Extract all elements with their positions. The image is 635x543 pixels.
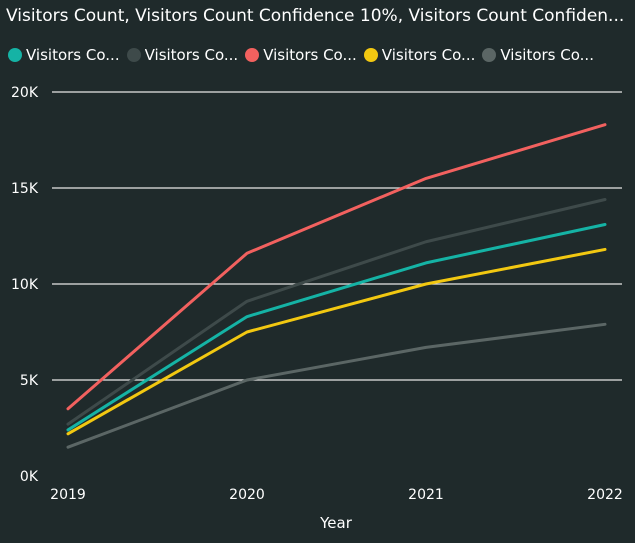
legend-item[interactable]: Visitors Co... <box>245 46 357 64</box>
y-tick-label: 10K <box>11 277 39 293</box>
series-line[interactable] <box>66 123 607 411</box>
legend-item[interactable]: Visitors Co... <box>482 46 594 64</box>
legend-marker-icon <box>363 48 378 62</box>
x-tick-label: 2022 <box>587 487 623 503</box>
legend-item[interactable]: Visitors Co... <box>126 46 238 64</box>
y-axis-ticks: 0K 5K 10K 15K 20K <box>11 85 39 485</box>
legend-marker-icon <box>482 48 497 62</box>
x-tick-label: 2020 <box>229 487 265 503</box>
x-tick-label: 2019 <box>50 487 86 503</box>
legend-item[interactable]: Visitors Co... <box>363 46 475 64</box>
y-tick-label: 0K <box>20 469 39 485</box>
legend-marker-icon <box>8 48 22 62</box>
x-tick-label: 2021 <box>408 487 444 503</box>
x-axis-ticks: 2019 2020 2021 2022 <box>50 487 623 503</box>
legend-marker-icon <box>126 48 141 62</box>
legend-item[interactable]: Visitors Co... <box>8 46 120 64</box>
series-line[interactable] <box>66 198 607 426</box>
y-tick-label: 15K <box>11 181 39 197</box>
grid-lines <box>52 91 622 381</box>
y-tick-label: 20K <box>11 85 39 101</box>
series-lines <box>66 123 607 449</box>
legend-marker-icon <box>245 48 260 62</box>
series-line[interactable] <box>66 247 607 436</box>
series-line[interactable] <box>66 222 607 432</box>
series-line[interactable] <box>66 322 607 449</box>
chart-legend: Visitors Co... Visitors Co... Visitors Co.… <box>8 44 601 66</box>
y-tick-label: 5K <box>20 373 39 389</box>
x-axis-label: Year <box>319 514 353 532</box>
